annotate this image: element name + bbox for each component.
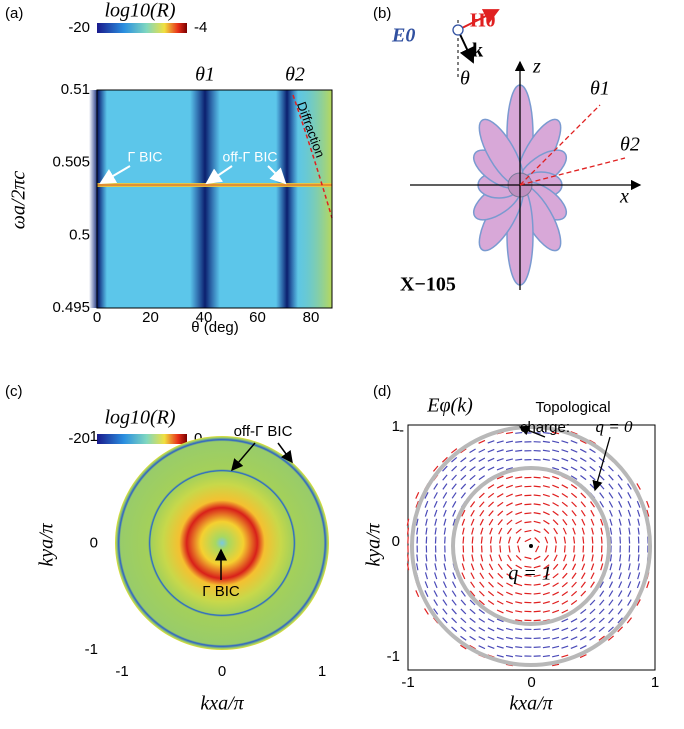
vector [515,647,522,648]
annotation: q = 1 [508,563,552,585]
colorbar-min: -20 [68,430,90,447]
figure: (a) log10(R) -20 -4 θ1 θ2 Γ BIC off-Γ BI… [0,0,684,724]
x-tick-label: 60 [249,309,266,326]
axis-label: x [619,186,629,208]
colorbar-title: log10(R) [104,407,175,429]
colorbar [97,434,187,444]
mode-label: X−105 [400,274,456,296]
x-tick-label: 1 [318,663,326,680]
annotation: Γ BIC [128,149,163,165]
x-tick-label: 0 [93,309,101,326]
x-tick-label: -1 [401,674,414,691]
y-tick-label: 0.51 [61,81,90,98]
vector [534,602,541,603]
colorbar-title: Eφ(k) [426,395,473,417]
panel-label: (d) [373,383,391,400]
panel-label: (c) [5,383,23,400]
field-label: H0 [470,10,496,32]
vector [534,477,541,478]
vector [417,554,418,561]
y-tick-label: -1 [85,641,98,658]
vector [426,554,427,561]
marker-label: θ1 [195,64,215,86]
x-tick-label: 80 [303,309,320,326]
heatmap-a [89,90,332,308]
angle-label: θ2 [620,134,640,156]
vector [524,513,531,514]
y-axis-label: ωa/2πc [8,171,30,230]
vector [408,554,409,561]
colorbar-title: log10(R) [104,0,175,22]
y-tick-label: -1 [387,648,400,665]
y-tick-label: 0 [90,534,98,551]
x-tick-label: 0 [527,674,535,691]
axis-label: z [532,56,541,78]
vector [583,537,584,544]
x-tick-label: -1 [115,663,128,680]
y-tick-label: 1 [90,428,98,445]
vector [592,537,593,544]
annotation: Topological [535,399,610,416]
y-tick-label: 0.495 [52,299,90,316]
y-tick-label: 0.505 [52,154,90,171]
vector [515,656,522,657]
x-axis-label: kxa/π [200,693,244,715]
vector [515,441,522,442]
vector [534,486,541,487]
y-tick-label: 0.5 [69,226,90,243]
y-axis-label: kya/π [363,522,385,566]
x-axis-label: kxa/π [509,693,553,715]
angle-label: θ [460,68,470,90]
vector [500,545,501,552]
colorbar-min: -20 [68,19,90,36]
vector [565,545,566,552]
angle-label: θ1 [590,78,610,100]
vector [534,611,541,612]
center-dot [529,544,533,548]
panel-label: (b) [373,5,391,22]
annotation: off-Γ BIC [223,149,278,165]
vector [463,537,464,544]
vector [638,554,639,561]
x-tick-label: 0 [218,663,226,680]
panel-label: (a) [5,5,23,22]
x-tick-label: 1 [651,674,659,691]
colorbar [97,23,187,33]
annotation: charge: [520,419,570,436]
x-tick-label: 40 [196,309,213,326]
vector [472,537,473,544]
vector [534,620,541,621]
vector [534,495,541,496]
y-axis-label: kya/π [36,522,58,566]
y-tick-label: 0 [392,533,400,550]
heatmap-c [115,436,329,650]
colorbar-max: -4 [194,19,207,36]
annotation: Γ BIC [202,583,240,600]
marker-label: θ2 [285,64,305,86]
vector [601,537,602,544]
wavevector-label: k [472,40,484,62]
annotation: q = 0 [596,417,633,436]
vector [491,545,492,552]
annotation: off-Γ BIC [234,423,293,440]
field-label: E0 [391,25,415,47]
x-tick-label: 20 [142,309,159,326]
y-tick-label: 1 [392,418,400,435]
